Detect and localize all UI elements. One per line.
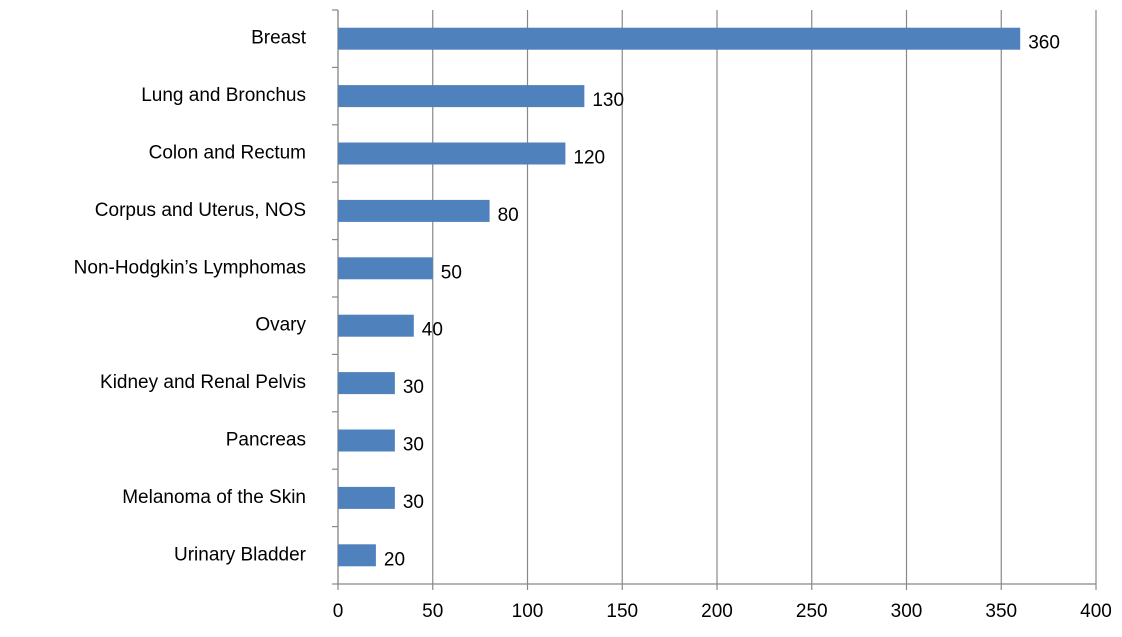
data-label: 40	[422, 320, 443, 341]
y-tick-label: Melanoma of the Skin	[122, 487, 306, 508]
y-tick-label: Lung and Bronchus	[141, 85, 306, 106]
x-tick-label: 400	[1080, 601, 1112, 622]
x-tick-label: 350	[985, 601, 1017, 622]
y-tick-label: Ovary	[255, 315, 306, 336]
y-tick-label: Kidney and Renal Pelvis	[100, 372, 306, 393]
x-tick-label: 0	[333, 601, 344, 622]
bar	[338, 429, 395, 452]
data-label: 80	[498, 205, 519, 226]
data-label: 120	[573, 148, 605, 169]
y-tick-label: Non-Hodgkin’s Lymphomas	[74, 257, 306, 278]
bar	[338, 544, 376, 567]
bar	[338, 199, 490, 222]
bar	[338, 142, 566, 165]
x-tick-label: 300	[891, 601, 923, 622]
y-tick-label: Urinary Bladder	[174, 544, 307, 565]
x-tick-label: 150	[606, 601, 638, 622]
data-label: 50	[441, 262, 462, 283]
data-label: 30	[403, 492, 424, 513]
data-label: 30	[403, 377, 424, 398]
x-tick-label: 200	[701, 601, 733, 622]
data-label: 130	[592, 90, 624, 111]
data-label: 20	[384, 549, 405, 570]
bar	[338, 314, 414, 337]
data-label: 360	[1028, 33, 1060, 54]
bar	[338, 27, 1021, 50]
data-label: 30	[403, 435, 424, 456]
x-tick-label: 50	[422, 601, 443, 622]
y-tick-label: Breast	[251, 28, 307, 49]
bar	[338, 85, 585, 108]
x-tick-label: 250	[796, 601, 828, 622]
bar	[338, 486, 395, 509]
y-tick-label: Pancreas	[226, 430, 306, 451]
bar	[338, 372, 395, 395]
x-tick-label: 100	[512, 601, 544, 622]
y-tick-label: Colon and Rectum	[149, 143, 306, 164]
bar	[338, 257, 433, 280]
y-tick-label: Corpus and Uterus, NOS	[95, 200, 306, 221]
